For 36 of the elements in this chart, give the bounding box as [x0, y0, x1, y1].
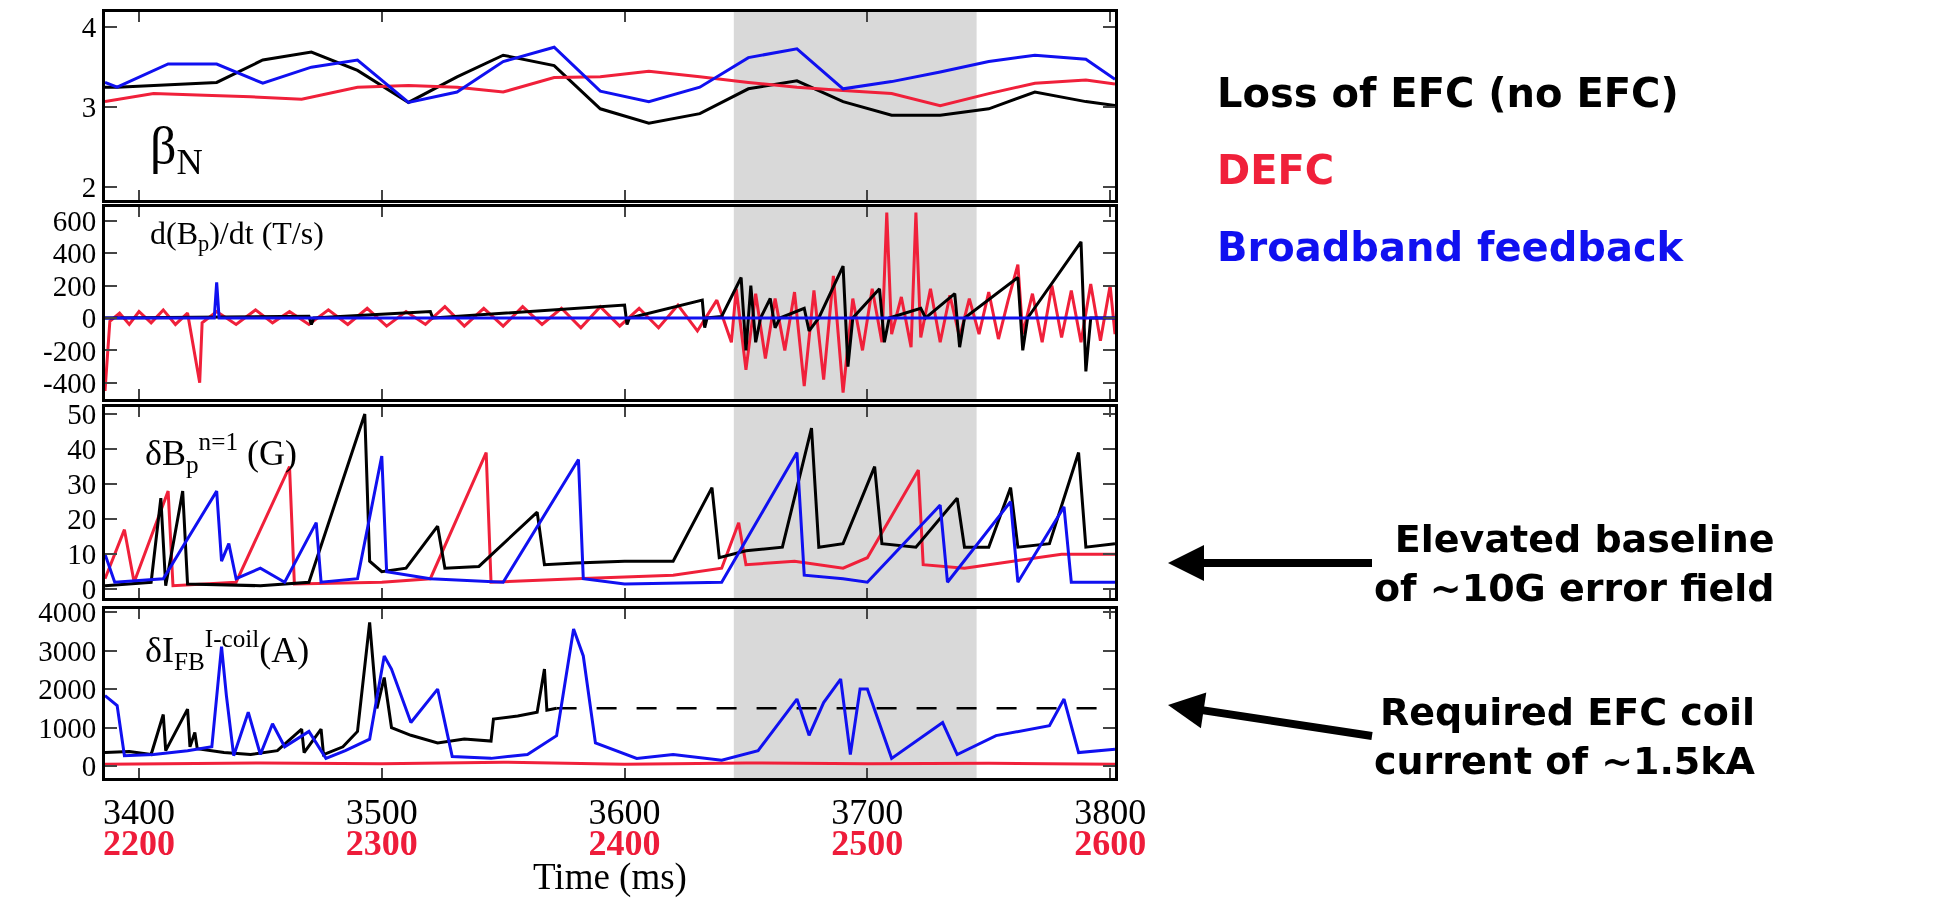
y-tick-label: 2	[81, 171, 97, 204]
x2-tick-label: 2600	[1074, 823, 1147, 863]
text: Loss of EFC (no EFC)	[1217, 70, 1679, 116]
x2-tick-label: 2200	[102, 823, 175, 863]
y-tick-label: -200	[43, 334, 97, 367]
y-tick-label: 3	[81, 91, 97, 124]
line-series	[105, 69, 1115, 108]
y-tick-label: 0	[81, 750, 97, 783]
y-tick-label: 1000	[38, 711, 97, 744]
y-tick-label: 3000	[38, 634, 97, 667]
y-tick-label: 10	[67, 538, 97, 571]
x2-tick-label: 2300	[345, 823, 418, 863]
line-series	[105, 627, 1115, 762]
y-tick-label: 30	[67, 468, 97, 501]
y-tick-label: 20	[67, 503, 97, 536]
y-tick-label: 200	[52, 269, 97, 302]
text: DEFC	[1217, 147, 1335, 193]
text: δB$_{p}$$^{n=1}$ (G)	[145, 428, 297, 478]
text: Required EFC coil current of ~1.5kA	[1374, 690, 1756, 784]
text: δI$_{FB}$$^{I-coil}$(A)	[145, 625, 310, 675]
line-series	[105, 45, 1115, 104]
y-tick-label: 40	[67, 433, 97, 466]
chart-title: d(B$_{p}$)/dt (T/s)	[150, 215, 324, 256]
y-tick-label: 2000	[38, 673, 97, 706]
y-tick-label: 0	[81, 302, 97, 335]
line-series	[105, 50, 1115, 125]
x2-tick-label: 2500	[831, 823, 904, 863]
line-series	[105, 412, 1115, 588]
y-tick-label: 4	[81, 11, 97, 44]
y-tick-label: 400	[52, 237, 97, 270]
text: Elevated baseline of ~10G error field	[1374, 517, 1775, 611]
text: Broadband feedback	[1217, 224, 1685, 270]
text: β$_{N}$	[150, 117, 203, 182]
y-tick-label: -400	[43, 366, 97, 399]
y-tick-label: 600	[52, 204, 97, 237]
y-tick-label: 50	[67, 398, 97, 431]
